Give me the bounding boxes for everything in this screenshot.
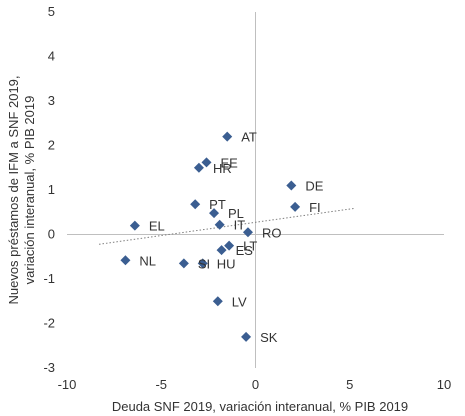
y-tick-label: 5 xyxy=(48,4,55,19)
data-point-fi xyxy=(290,201,301,212)
y-tick-label: -1 xyxy=(43,271,55,286)
point-label-hr: HR xyxy=(213,161,232,176)
data-point-si xyxy=(178,258,189,269)
x-tick-label: 0 xyxy=(252,377,259,392)
data-point-lv xyxy=(212,296,223,307)
point-label-pt: PT xyxy=(209,197,226,212)
data-point-ee xyxy=(201,157,212,168)
data-point-hr xyxy=(193,162,204,173)
y-tick-label: -2 xyxy=(43,316,55,331)
data-point-pl xyxy=(209,208,220,219)
data-point-hu xyxy=(197,258,208,269)
point-label-de: DE xyxy=(305,179,323,194)
y-tick-label: -3 xyxy=(43,360,55,375)
point-label-at: AT xyxy=(241,130,257,145)
x-tick-label: 10 xyxy=(437,377,451,392)
data-point-sk xyxy=(241,331,252,342)
point-label-lv: LV xyxy=(232,294,247,309)
data-point-at xyxy=(222,131,233,142)
point-label-ro: RO xyxy=(262,225,282,240)
trendline-group xyxy=(98,207,356,245)
point-label-fi: FI xyxy=(309,200,321,215)
point-label-es: ES xyxy=(236,243,254,258)
point-label-hu: HU xyxy=(217,256,236,271)
point-label-pl: PL xyxy=(228,206,244,221)
point-label-sk: SK xyxy=(260,330,278,345)
data-point-es xyxy=(216,245,227,256)
x-tick-label: 5 xyxy=(346,377,353,392)
point-label-nl: NL xyxy=(139,253,156,268)
y-tick-label: 2 xyxy=(48,138,55,153)
point-label-lt: LT xyxy=(243,239,257,254)
points-group xyxy=(120,131,301,342)
y-tick-label: 4 xyxy=(48,49,55,64)
x-tick-label: -10 xyxy=(58,377,77,392)
trendline xyxy=(98,207,356,245)
point-label-el: EL xyxy=(149,219,165,234)
x-tick-label: -5 xyxy=(155,377,167,392)
data-point-de xyxy=(286,180,297,191)
data-point-el xyxy=(129,220,140,231)
data-point-nl xyxy=(120,255,131,266)
data-point-ro xyxy=(242,227,253,238)
data-point-it xyxy=(214,219,225,230)
y-tick-label: 1 xyxy=(48,182,55,197)
point-label-it: IT xyxy=(234,218,246,233)
y-tick-label: 0 xyxy=(48,227,55,242)
data-point-lt xyxy=(224,240,235,251)
point-label-ee: EE xyxy=(220,155,238,170)
x-axis-label: Deuda SNF 2019, variación interanual, % … xyxy=(112,399,408,414)
data-point-pt xyxy=(190,199,201,210)
point-label-si: SI xyxy=(198,256,210,271)
y-axis-label: Nuevos préstamos de IFM a SNF 2019,varia… xyxy=(6,75,37,304)
y-tick-label: 3 xyxy=(48,93,55,108)
